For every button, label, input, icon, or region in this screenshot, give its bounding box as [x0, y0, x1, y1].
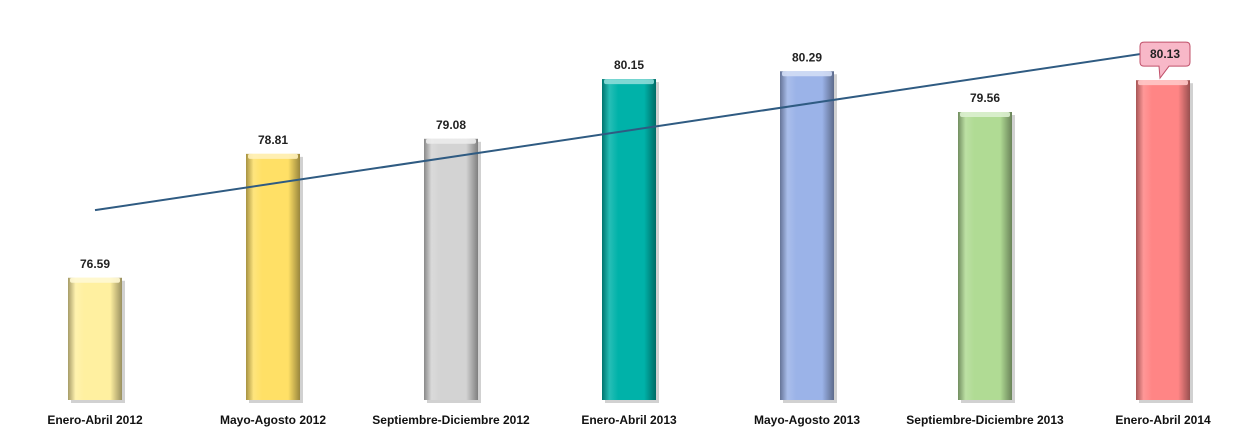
highlighted-data-label: 80.13 [1150, 47, 1180, 61]
category-tick-label: Enero-Abril 2014 [1115, 413, 1211, 427]
bar [246, 153, 300, 400]
data-label: 79.08 [436, 118, 466, 132]
category-tick-label: Enero-Abril 2013 [581, 413, 677, 427]
trendline [94, 49, 1164, 212]
value-labels-group: 76.59 78.81 79.08 80.15 80.29 79.56 [80, 50, 1000, 271]
bar [958, 112, 1012, 400]
data-label: 76.59 [80, 257, 110, 271]
bars-group [68, 71, 1193, 404]
bar-bevel [426, 138, 476, 144]
bar-bevel [248, 153, 298, 159]
category-tick-label: Mayo-Agosto 2013 [754, 413, 860, 427]
trendline-group [94, 49, 1164, 212]
bar [780, 71, 834, 401]
category-tick-label: Septiembre-Diciembre 2013 [906, 413, 1064, 427]
data-label: 80.15 [614, 58, 644, 72]
data-label: 78.81 [258, 133, 288, 147]
bar [424, 138, 478, 400]
category-tick-label: Enero-Abril 2012 [47, 413, 143, 427]
category-labels-group: Enero-Abril 2012 Mayo-Agosto 2012 Septiemb… [47, 413, 1211, 427]
bar [1136, 80, 1190, 401]
bar-bevel [70, 277, 120, 283]
callout-group: 80.13 [1139, 41, 1191, 80]
bar-bevel [604, 79, 654, 85]
bar [68, 277, 122, 400]
category-tick-label: Mayo-Agosto 2012 [220, 413, 326, 427]
bar-bevel [1138, 80, 1188, 86]
bar-bevel [782, 71, 832, 77]
bar-bevel [960, 112, 1010, 117]
data-label: 79.56 [970, 91, 1000, 105]
data-label: 80.29 [792, 50, 822, 64]
category-tick-label: Septiembre-Diciembre 2012 [372, 413, 530, 427]
callout-box [1139, 41, 1191, 80]
